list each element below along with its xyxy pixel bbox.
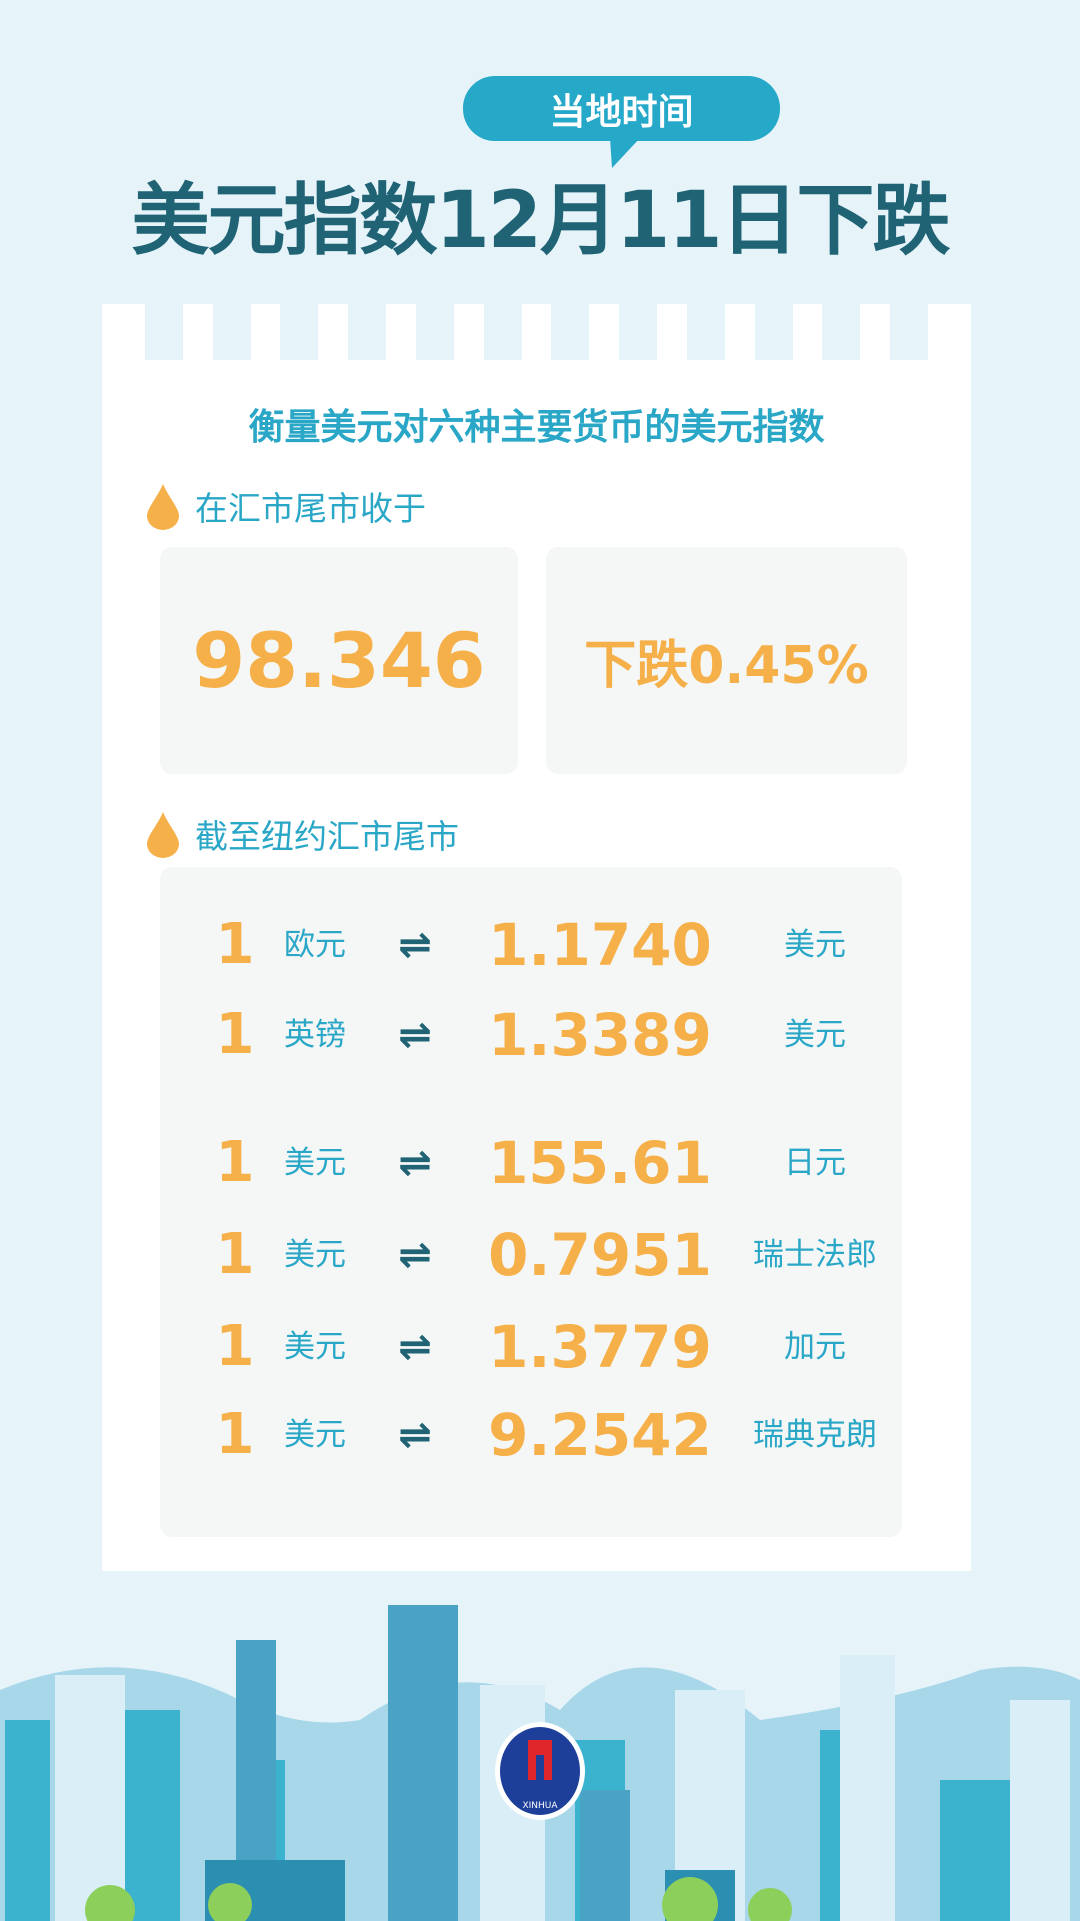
badge-text: 当地时间 bbox=[549, 91, 694, 133]
rate-to-currency: 日元 bbox=[784, 1145, 846, 1181]
rate-row: 1 美元 ⇌ 0.7951 瑞士法郎 bbox=[160, 1215, 902, 1295]
city-skyline-illustration: XINHUA bbox=[0, 1605, 1080, 1921]
page-title: 美元指数12月11日下跌 bbox=[131, 176, 950, 266]
rate-row: 1 欧元 ⇌ 1.1740 美元 bbox=[160, 905, 902, 985]
rate-amount: 1 bbox=[215, 912, 255, 977]
rate-to-currency: 加元 bbox=[784, 1329, 846, 1365]
rate-to-currency: 瑞士法郎 bbox=[753, 1237, 877, 1273]
index-value-box: 98.346 bbox=[160, 547, 518, 774]
index-value: 98.346 bbox=[192, 616, 486, 705]
rate-amount: 1 bbox=[215, 1002, 255, 1067]
local-time-badge: 当地时间 bbox=[463, 76, 780, 141]
rate-from-currency: 美元 bbox=[284, 1329, 346, 1365]
card-subtitle: 衡量美元对六种主要货币的美元指数 bbox=[248, 407, 825, 448]
rate-amount: 1 bbox=[215, 1130, 255, 1195]
section-label: 截至纽约汇市尾市 bbox=[195, 817, 459, 856]
exchange-arrow-icon: ⇌ bbox=[398, 1140, 432, 1186]
rate-amount: 1 bbox=[215, 1314, 255, 1379]
rate-from-currency: 美元 bbox=[284, 1145, 346, 1181]
index-change-box: 下跌0.45% bbox=[546, 547, 907, 774]
section-rates-heading: 截至纽约汇市尾市 bbox=[145, 810, 459, 858]
rate-to-currency: 美元 bbox=[784, 1017, 846, 1053]
rate-row: 1 英镑 ⇌ 1.3389 美元 bbox=[160, 995, 902, 1075]
rate-from-currency: 英镑 bbox=[284, 1017, 346, 1053]
section-label: 在汇市尾市收于 bbox=[195, 489, 426, 528]
rate-amount: 1 bbox=[215, 1402, 255, 1467]
rate-row: 1 美元 ⇌ 1.3779 加元 bbox=[160, 1307, 902, 1387]
rate-from-currency: 美元 bbox=[284, 1237, 346, 1273]
rate-amount: 1 bbox=[215, 1222, 255, 1287]
exchange-rates-list: 1 欧元 ⇌ 1.1740 美元 1 英镑 ⇌ 1.3389 美元 1 美元 ⇌ 155.61 日元 1 美元 ⇌… bbox=[160, 867, 902, 1537]
xinhua-logo: XINHUA bbox=[495, 1722, 585, 1820]
rate-value: 9.2542 bbox=[488, 1401, 712, 1469]
rate-value: 1.3389 bbox=[488, 1001, 712, 1069]
rate-value: 155.61 bbox=[488, 1129, 712, 1197]
drop-icon bbox=[147, 484, 179, 530]
exchange-arrow-icon: ⇌ bbox=[398, 922, 432, 968]
rate-value: 1.3779 bbox=[488, 1313, 712, 1381]
index-change: 下跌0.45% bbox=[584, 636, 869, 696]
rate-value: 1.1740 bbox=[488, 911, 712, 979]
card-top-decoration bbox=[102, 304, 971, 360]
drop-icon bbox=[147, 812, 179, 858]
rate-from-currency: 美元 bbox=[284, 1417, 346, 1453]
rate-to-currency: 瑞典克朗 bbox=[753, 1417, 877, 1453]
exchange-arrow-icon: ⇌ bbox=[398, 1232, 432, 1278]
exchange-arrow-icon: ⇌ bbox=[398, 1412, 432, 1458]
exchange-arrow-icon: ⇌ bbox=[398, 1012, 432, 1058]
rate-value: 0.7951 bbox=[488, 1221, 712, 1289]
badge-tail bbox=[610, 138, 640, 168]
rate-to-currency: 美元 bbox=[784, 927, 846, 963]
rate-row: 1 美元 ⇌ 9.2542 瑞典克朗 bbox=[160, 1395, 902, 1475]
rate-row: 1 美元 ⇌ 155.61 日元 bbox=[160, 1123, 902, 1203]
info-card: 衡量美元对六种主要货币的美元指数 在汇市尾市收于 98.346 下跌0.45% … bbox=[102, 304, 971, 1571]
exchange-arrow-icon: ⇌ bbox=[398, 1324, 432, 1370]
section-close-heading: 在汇市尾市收于 bbox=[145, 482, 426, 530]
svg-text:XINHUA: XINHUA bbox=[522, 1801, 558, 1811]
rate-from-currency: 欧元 bbox=[284, 927, 346, 963]
